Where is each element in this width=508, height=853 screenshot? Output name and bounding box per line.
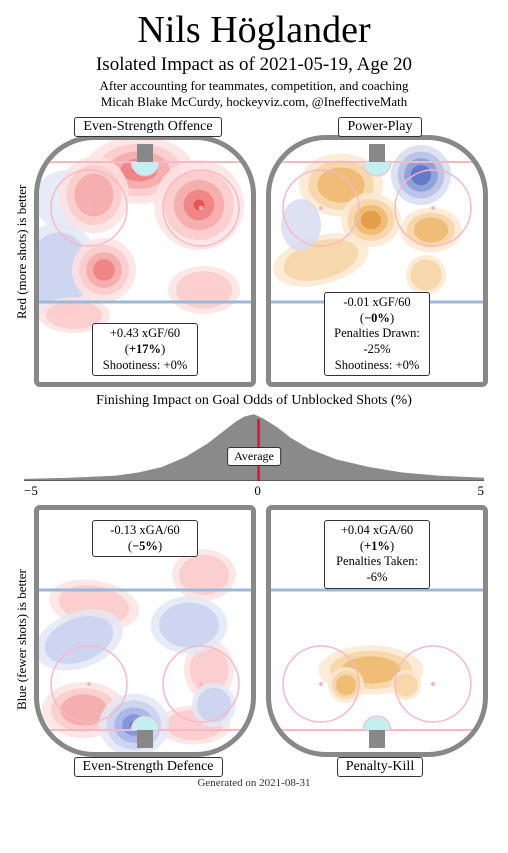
panel-label-evd: Even-Strength Defence <box>74 757 223 777</box>
axis-tick: 5 <box>478 483 485 499</box>
panel-label-evo: Even-Strength Offence <box>74 117 221 137</box>
statbox-pk: +0.04 xGA/60 (+1%)Penalties Taken: -6% <box>324 520 430 589</box>
statbox-evd: -0.13 xGA/60 (−5%) <box>92 520 198 557</box>
panel-label-pp: Power-Play <box>338 117 421 137</box>
axis-tick: 0 <box>254 483 261 499</box>
axis-tick: −5 <box>24 483 38 499</box>
statbox-pp: -0.01 xGF/60 (−0%)Penalties Drawn: -25%S… <box>324 292 430 376</box>
credit-line-2: Micah Blake McCurdy, hockeyviz.com, @Ine… <box>12 94 496 110</box>
mid-title: Finishing Impact on Goal Odds of Unblock… <box>12 393 496 409</box>
histogram-axis: −5 0 5 <box>24 483 484 499</box>
average-label: Average <box>227 447 281 466</box>
rink-pp: -0.01 xGF/60 (−0%)Penalties Drawn: -25%S… <box>266 135 488 387</box>
panel-label-pk: Penalty-Kill <box>337 757 423 777</box>
footer-generated: Generated on 2021-08-31 <box>12 777 496 789</box>
subtitle: Isolated Impact as of 2021-05-19, Age 20 <box>12 54 496 76</box>
statbox-evo: +0.43 xGF/60 (+17%)Shootiness: +0% <box>92 323 198 376</box>
ylabel-offence: Red (more shots) is better <box>12 117 32 387</box>
ylabel-defence: Blue (fewer shots) is better <box>12 505 32 775</box>
rink-evo: +0.43 xGF/60 (+17%)Shootiness: +0% <box>34 135 256 387</box>
credit-line-1: After accounting for teammates, competit… <box>12 78 496 94</box>
rink-evd: -0.13 xGA/60 (−5%) <box>34 505 256 757</box>
player-name: Nils Höglander <box>12 8 496 52</box>
rink-pk: +0.04 xGA/60 (+1%)Penalties Taken: -6% <box>266 505 488 757</box>
histogram: Average <box>24 411 484 481</box>
